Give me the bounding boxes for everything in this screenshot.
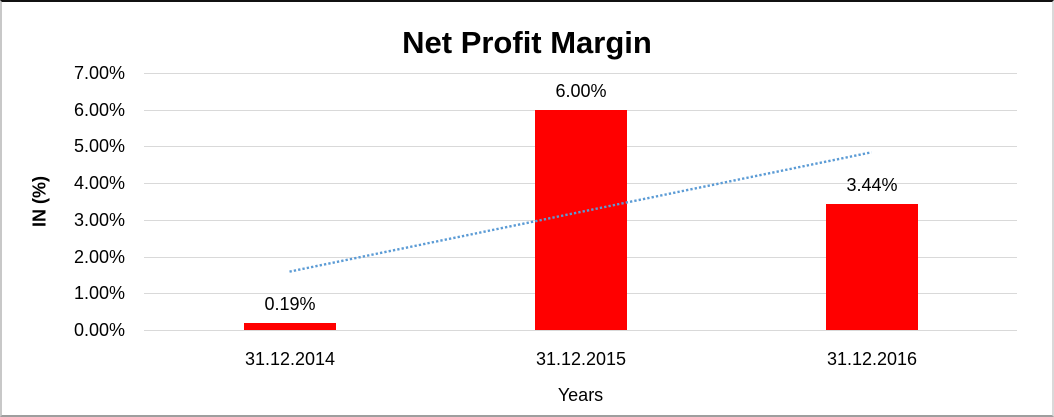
gridline	[144, 73, 1017, 74]
bar-value-label: 3.44%	[846, 175, 898, 195]
x-tick-label: 31.12.2014	[244, 349, 336, 369]
bar-value-label: 6.00%	[555, 81, 607, 101]
plot-area	[144, 73, 1017, 331]
x-tick-label: 31.12.2016	[826, 349, 918, 369]
bar-31.12.2016	[826, 204, 918, 330]
y-tick-label: 3.00%	[73, 210, 125, 230]
x-axis-title: Years	[557, 385, 604, 405]
y-tick-label: 1.00%	[73, 283, 125, 303]
bar-31.12.2015	[535, 110, 627, 330]
x-tick-label: 31.12.2015	[535, 349, 627, 369]
bar-31.12.2014	[244, 323, 336, 330]
y-tick-label: 7.00%	[73, 63, 125, 83]
bar-value-label: 0.19%	[264, 294, 316, 314]
y-axis-title: IN (%)	[29, 176, 50, 228]
chart-title: Net Profit Margin	[402, 25, 652, 60]
y-tick-label: 5.00%	[73, 136, 125, 156]
y-tick-label: 4.00%	[73, 173, 125, 193]
y-tick-label: 6.00%	[73, 100, 125, 120]
gridline	[144, 330, 1017, 331]
y-tick-label: 0.00%	[73, 320, 125, 340]
y-tick-label: 2.00%	[73, 247, 125, 267]
